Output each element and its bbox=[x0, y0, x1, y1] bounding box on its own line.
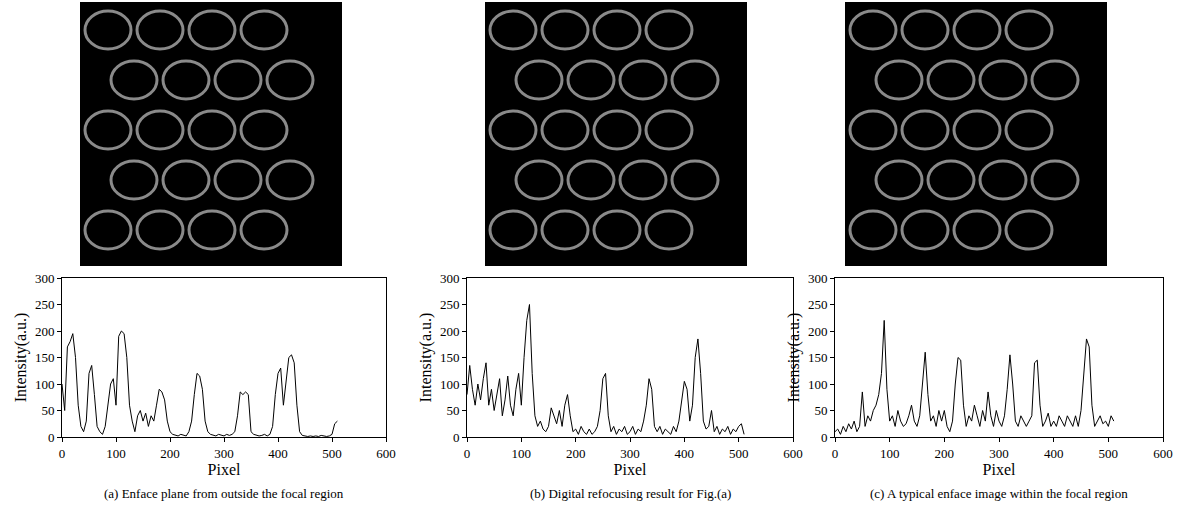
svg-text:300: 300 bbox=[989, 446, 1009, 461]
svg-text:Pixel: Pixel bbox=[208, 461, 241, 478]
svg-text:(b) Digital refocusing result: (b) Digital refocusing result for Fig.(a… bbox=[530, 486, 731, 501]
svg-text:0: 0 bbox=[453, 430, 460, 445]
svg-text:150: 150 bbox=[808, 350, 828, 365]
svg-text:300: 300 bbox=[620, 446, 640, 461]
svg-text:(c) A typical enface image wit: (c) A typical enface image within the fo… bbox=[870, 486, 1128, 501]
svg-text:250: 250 bbox=[35, 297, 55, 312]
svg-text:200: 200 bbox=[935, 446, 955, 461]
svg-text:250: 250 bbox=[440, 297, 460, 312]
svg-text:100: 100 bbox=[808, 377, 828, 392]
svg-text:400: 400 bbox=[675, 446, 695, 461]
svg-text:600: 600 bbox=[376, 446, 396, 461]
svg-text:200: 200 bbox=[440, 324, 460, 339]
svg-text:0: 0 bbox=[464, 446, 471, 461]
svg-text:0: 0 bbox=[59, 446, 66, 461]
svg-text:200: 200 bbox=[808, 324, 828, 339]
svg-text:Intensity(a.u.): Intensity(a.u.) bbox=[417, 313, 435, 403]
svg-text:250: 250 bbox=[808, 297, 828, 312]
svg-text:300: 300 bbox=[35, 271, 55, 286]
svg-text:600: 600 bbox=[783, 446, 803, 461]
svg-text:Pixel: Pixel bbox=[983, 461, 1016, 478]
svg-text:200: 200 bbox=[35, 324, 55, 339]
svg-text:100: 100 bbox=[106, 446, 126, 461]
svg-text:0: 0 bbox=[48, 430, 55, 445]
svg-text:0: 0 bbox=[821, 430, 828, 445]
svg-text:Intensity(a.u.): Intensity(a.u.) bbox=[785, 313, 803, 403]
svg-text:300: 300 bbox=[440, 271, 460, 286]
svg-text:400: 400 bbox=[268, 446, 288, 461]
svg-text:500: 500 bbox=[322, 446, 342, 461]
svg-text:100: 100 bbox=[35, 377, 55, 392]
svg-text:500: 500 bbox=[729, 446, 749, 461]
svg-text:50: 50 bbox=[446, 403, 459, 418]
svg-text:0: 0 bbox=[832, 446, 839, 461]
svg-text:500: 500 bbox=[1099, 446, 1119, 461]
svg-text:Intensity(a.u.): Intensity(a.u.) bbox=[12, 313, 30, 403]
svg-text:600: 600 bbox=[1153, 446, 1173, 461]
svg-text:100: 100 bbox=[880, 446, 900, 461]
svg-text:150: 150 bbox=[35, 350, 55, 365]
svg-text:(a) Enface plane from outside: (a) Enface plane from outside the focal … bbox=[104, 486, 344, 501]
svg-text:100: 100 bbox=[512, 446, 532, 461]
svg-text:300: 300 bbox=[808, 271, 828, 286]
svg-text:50: 50 bbox=[814, 403, 827, 418]
svg-text:50: 50 bbox=[41, 403, 54, 418]
svg-text:400: 400 bbox=[1044, 446, 1064, 461]
svg-text:100: 100 bbox=[440, 377, 460, 392]
svg-text:200: 200 bbox=[160, 446, 180, 461]
svg-text:Pixel: Pixel bbox=[614, 461, 647, 478]
svg-text:300: 300 bbox=[214, 446, 234, 461]
svg-text:150: 150 bbox=[440, 350, 460, 365]
svg-text:200: 200 bbox=[566, 446, 586, 461]
